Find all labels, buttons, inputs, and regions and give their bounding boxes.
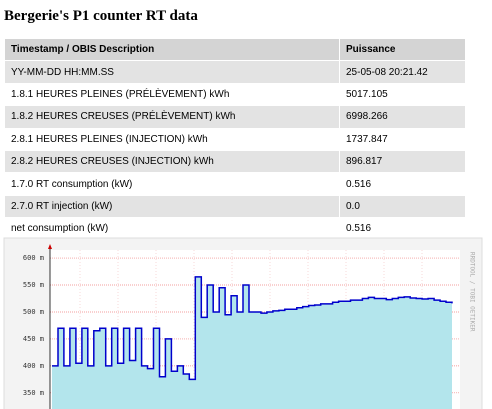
table-cell: 0.0 — [339, 194, 466, 219]
y-tick-label: 600 m — [23, 254, 44, 262]
y-tick-label: 450 m — [23, 335, 44, 343]
header-row: Timestamp / OBIS Description Puissance — [4, 37, 466, 62]
table-row: YY-MM-DD HH:MM.SS 25-05-08 20:21.42 — [4, 60, 466, 84]
graph-frame — [3, 237, 483, 409]
table-cell: net consumption (kW) — [4, 217, 340, 241]
data-table: Timestamp / OBIS Description Puissance YY-… — [4, 37, 466, 241]
table-cell: YY-MM-DD HH:MM.SS — [4, 60, 340, 84]
y-tick-label: 500 m — [23, 308, 44, 316]
table-cell: 1.8.1 HEURES PLEINES (PRÉLÈVEMENT) kWh — [4, 82, 340, 107]
table-cell: 1737.847 — [339, 127, 466, 151]
y-tick-label: 350 m — [23, 389, 44, 397]
table-row: net consumption (kW) 0.516 — [4, 217, 466, 241]
plot-area — [50, 250, 460, 409]
table-cell: 5017.105 — [339, 82, 466, 107]
table-row: 2.8.1 HEURES PLEINES (INJECTION) kWh 1737… — [4, 127, 466, 151]
table-cell: 0.516 — [339, 217, 466, 241]
table-cell: 2.7.0 RT injection (kW) — [4, 194, 340, 219]
y-tick-label: 550 m — [23, 281, 44, 289]
table-cell: 1.8.2 HEURES CREUSES (PRÉLÈVEMENT) kWh — [4, 105, 340, 129]
area — [52, 276, 452, 409]
column-header: Puissance — [339, 37, 466, 62]
table-cell: 6998.266 — [339, 105, 466, 129]
column-header: Timestamp / OBIS Description — [4, 37, 340, 62]
table-cell: 2.8.2 HEURES CREUSES (INJECTION) kWh — [4, 149, 340, 174]
table-row: 2.7.0 RT injection (kW) 0.0 — [4, 194, 466, 219]
watermark: RRDTOOL / TOBI OETIKER — [469, 252, 476, 332]
page-title: Bergerie's P1 counter RT data — [4, 8, 198, 24]
table-row: 1.7.0 RT consumption (kW) 0.516 — [4, 172, 466, 196]
line — [52, 276, 453, 381]
table-row: 2.8.2 HEURES CREUSES (INJECTION) kWh 896.… — [4, 149, 466, 174]
table-cell: 1.7.0 RT consumption (kW) — [4, 172, 340, 196]
table-cell: 25-05-08 20:21.42 — [339, 60, 466, 84]
table-cell: 0.516 — [339, 172, 466, 196]
table-cell: 896.817 — [339, 149, 466, 174]
table-row: 1.8.1 HEURES PLEINES (PRÉLÈVEMENT) kWh 50… — [4, 82, 466, 107]
y-tick-label: 400 m — [23, 362, 44, 370]
axis-arrow — [48, 244, 52, 249]
table-cell: 2.8.1 HEURES PLEINES (INJECTION) kWh — [4, 127, 340, 151]
table-row: 1.8.2 HEURES CREUSES (PRÉLÈVEMENT) kWh 69… — [4, 105, 466, 129]
